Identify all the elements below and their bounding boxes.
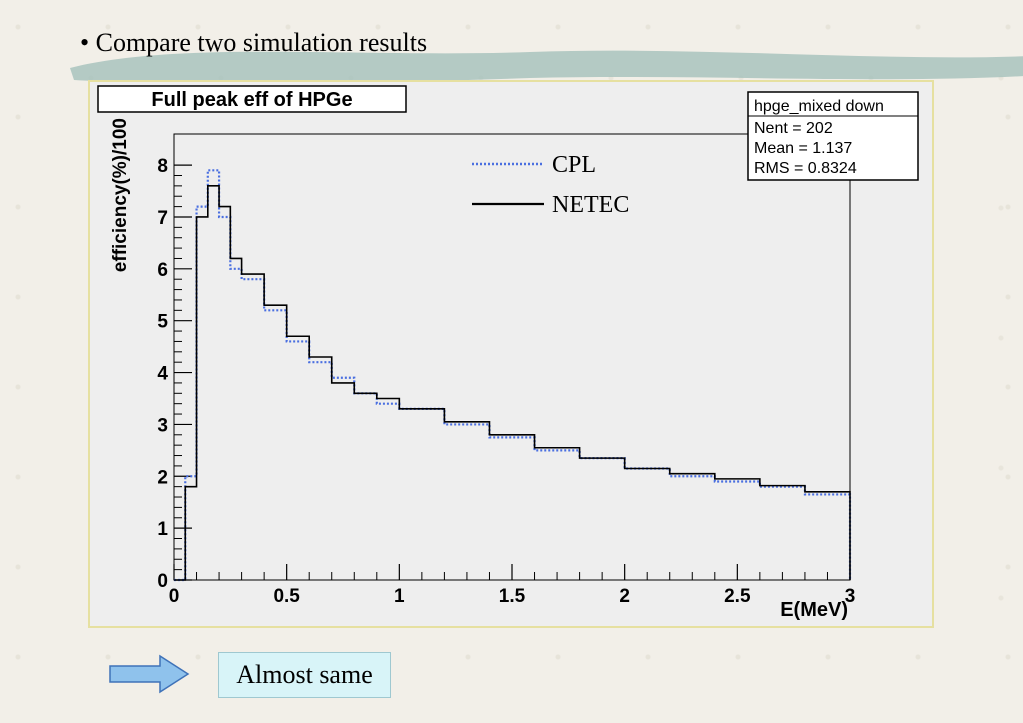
title-box <box>97 85 407 113</box>
y-tick-label: 4 <box>157 364 168 385</box>
series-line-netec <box>174 185 851 581</box>
y-tick-label: 0 <box>157 571 168 592</box>
stats-title: hpge_mixed down <box>754 98 884 115</box>
x-tick-label: 1 <box>394 586 405 607</box>
y-axis-label: efficiency(%)/100 <box>110 118 131 272</box>
brush-stroke-decoration <box>70 50 1023 84</box>
bullet-heading: • Compare two simulation results <box>80 28 428 57</box>
x-axis-label: E(MeV) <box>780 599 848 621</box>
plot-area <box>173 133 851 581</box>
y-tick-label: 1 <box>157 519 168 540</box>
legend-label: NETEC <box>552 192 629 218</box>
x-tick-label: 0 <box>169 586 180 607</box>
y-tick-label: 6 <box>157 260 168 281</box>
x-tick-label: 0.5 <box>273 586 300 607</box>
y-tick-label: 2 <box>157 467 168 488</box>
right-arrow-icon <box>109 654 190 694</box>
chart-frame: 0 1 2 3 4 5 6 7 8 0 0.5 1 1.5 2 2.5 3 E(MeV) efficiency(%… <box>88 80 934 628</box>
y-tick-label: 5 <box>157 312 168 333</box>
y-tick-label: 3 <box>157 415 168 436</box>
x-tick-label: 1.5 <box>499 586 526 607</box>
y-tick-label: 7 <box>157 208 168 229</box>
stats-line: Mean = 1.137 <box>754 140 852 157</box>
chart-title: Full peak eff of HPGe <box>151 89 352 111</box>
x-tick-label: 3 <box>845 586 856 607</box>
y-tick-label: 8 <box>157 156 168 177</box>
x-tick-label: 2.5 <box>724 586 751 607</box>
legend-label: CPL <box>552 152 596 178</box>
stats-box <box>747 91 919 181</box>
stats-line: Nent = 202 <box>754 120 833 137</box>
conclusion-box: Almost same <box>218 652 391 698</box>
series-line-cpl <box>174 169 852 582</box>
x-tick-label: 2 <box>619 586 630 607</box>
stats-line: RMS = 0.8324 <box>754 160 857 177</box>
